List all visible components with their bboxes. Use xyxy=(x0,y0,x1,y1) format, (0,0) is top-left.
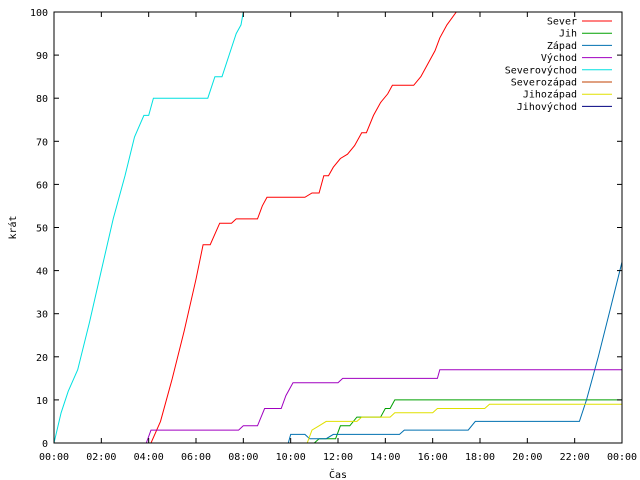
series-line-jih xyxy=(313,399,622,443)
legend-label-severozapad: Severozápad xyxy=(511,77,577,89)
y-tick-label: 90 xyxy=(36,51,48,62)
x-tick-label: 04:00 xyxy=(134,452,164,463)
y-tick-label: 80 xyxy=(36,94,48,105)
x-tick-label: 14:00 xyxy=(370,452,400,463)
legend-label-vychod: Východ xyxy=(541,52,577,64)
axes: 0 10 20 30 40 50 60 70 80 90 100 00:00 02:00 04:00 06:… xyxy=(30,8,637,463)
y-tick-label: 40 xyxy=(36,267,48,278)
legend-label-sever: Sever xyxy=(547,17,577,28)
x-tick-label: 16:00 xyxy=(418,452,448,463)
x-tick-label: 22:00 xyxy=(560,452,590,463)
series-line-jihozapad xyxy=(306,403,622,443)
series-line-zapad xyxy=(287,261,622,443)
legend-label-severovychod: Severovýchod xyxy=(505,64,577,76)
x-tick-label: 02:00 xyxy=(86,452,116,463)
y-tick-label: 10 xyxy=(36,396,48,407)
x-tick-label: 10:00 xyxy=(276,452,306,463)
series-line-vychod xyxy=(145,369,622,443)
legend-label-jihovychod: Jihovýchod xyxy=(517,101,577,113)
y-tick-label: 30 xyxy=(36,310,48,321)
legend: SeverJihZápadVýchodSeverovýchodSeverozáp… xyxy=(505,17,612,113)
x-tick-label: 20:00 xyxy=(512,452,542,463)
y-tick-label: 100 xyxy=(30,8,48,19)
y-tick-label: 50 xyxy=(36,224,48,235)
x-tick-label: 12:00 xyxy=(323,452,353,463)
x-tick-label: 00:00 xyxy=(39,452,69,463)
y-tick-label: 20 xyxy=(36,353,48,364)
y-tick-label: 70 xyxy=(36,137,48,148)
x-tick-label: 08:00 xyxy=(228,452,258,463)
y-tick-label: 60 xyxy=(36,180,48,191)
legend-label-jih: Jih xyxy=(559,29,577,40)
x-tick-label: 00:00 xyxy=(607,452,637,463)
legend-label-jihozapad: Jihozápad xyxy=(523,89,577,101)
series-line-severovychod xyxy=(54,12,244,443)
y-tick-label: 0 xyxy=(42,439,48,450)
x-tick-label: 06:00 xyxy=(181,452,211,463)
y-axis-label: krát xyxy=(7,215,19,239)
x-axis-label: Čas xyxy=(329,468,347,480)
series-line-sever xyxy=(150,12,457,443)
x-tick-label: 18:00 xyxy=(465,452,495,463)
legend-label-zapad: Západ xyxy=(547,40,577,52)
series-lines xyxy=(54,12,622,443)
